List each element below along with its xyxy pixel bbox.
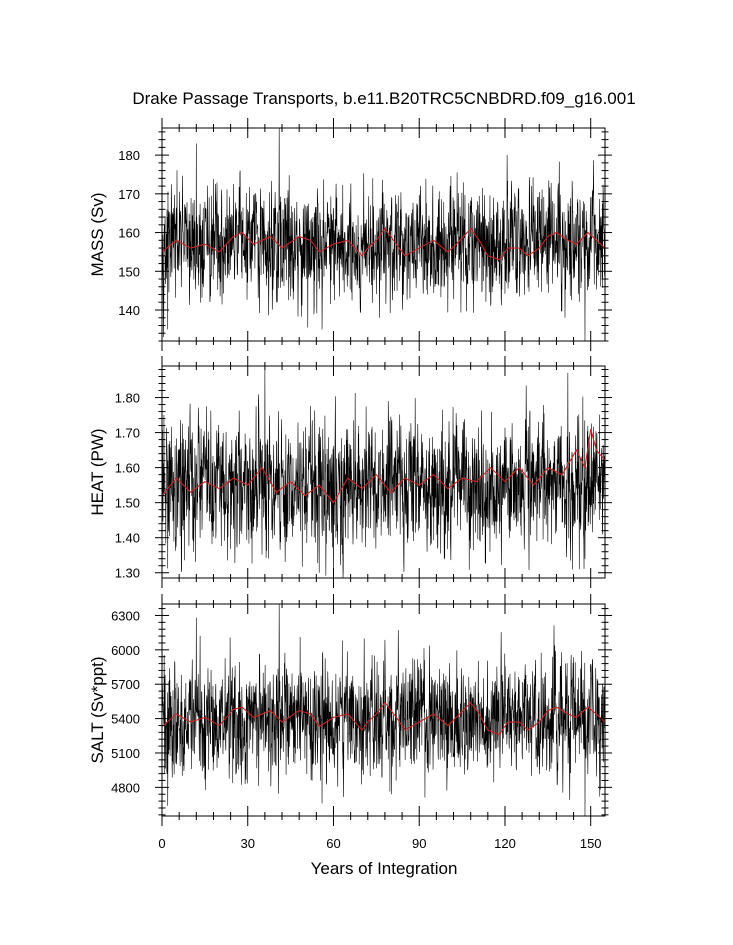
y-axis-label-mass: MASS (Sv): [88, 192, 107, 276]
panel-mass: 140 150 160 170 180 MASS (Sv): [88, 118, 612, 351]
annual-series-heat: [161, 428, 606, 504]
monthly-series-mass: [161, 127, 606, 342]
y-tick-label-salt: 4800: [111, 780, 140, 795]
y-tick-label-salt: 5100: [111, 746, 140, 761]
x-tick-label: 0: [158, 836, 165, 851]
y-tick-label-salt: 6300: [111, 608, 140, 623]
y-tick-label-heat: 1.60: [115, 461, 140, 476]
y-axis-label-salt: SALT (Sv*ppt): [88, 656, 107, 763]
panels: 140 150 160 170 180 MASS (Sv) 1.30 1.40 1.50 1.60…: [88, 118, 612, 851]
x-tick-label: 90: [412, 836, 426, 851]
y-tick-label-salt: 5400: [111, 712, 140, 727]
monthly-series-salt: [161, 603, 606, 817]
plot-frame-salt: [161, 603, 606, 817]
figure-title: Drake Passage Transports, b.e11.B20TRC5C…: [132, 89, 635, 108]
panel-salt: 4800 5100 5400 5700 6000 6300 SALT (Sv*ppt) 0 30…: [88, 594, 612, 851]
y-tick-label-mass: 160: [118, 226, 140, 241]
annual-series-mass: [161, 227, 606, 261]
y-tick-label-mass: 140: [118, 303, 140, 318]
monthly-series-heat: [161, 367, 606, 579]
x-tick-label: 30: [241, 836, 255, 851]
annual-series-salt: [161, 701, 606, 736]
x-tick-label: 60: [326, 836, 340, 851]
y-tick-label-heat: 1.50: [115, 496, 140, 511]
y-tick-label-salt: 5700: [111, 677, 140, 692]
y-tick-label-mass: 150: [118, 264, 140, 279]
y-tick-label-mass: 180: [118, 148, 140, 163]
y-tick-label-heat: 1.40: [115, 531, 140, 546]
y-tick-label-mass: 170: [118, 187, 140, 202]
panel-heat: 1.30 1.40 1.50 1.60 1.70 1.80 HEAT (PW): [88, 356, 612, 588]
y-tick-label-heat: 1.70: [115, 426, 140, 441]
y-tick-label-heat: 1.30: [115, 566, 140, 581]
y-tick-label-heat: 1.80: [115, 391, 140, 406]
x-axis-label: Years of Integration: [311, 859, 458, 878]
y-tick-label-salt: 6000: [111, 643, 140, 658]
plot-frame-heat: [161, 365, 606, 579]
x-tick-label: 150: [580, 836, 602, 851]
plot-frame-mass: [161, 127, 606, 342]
x-tick-label: 120: [494, 836, 516, 851]
y-axis-label-heat: HEAT (PW): [88, 428, 107, 515]
